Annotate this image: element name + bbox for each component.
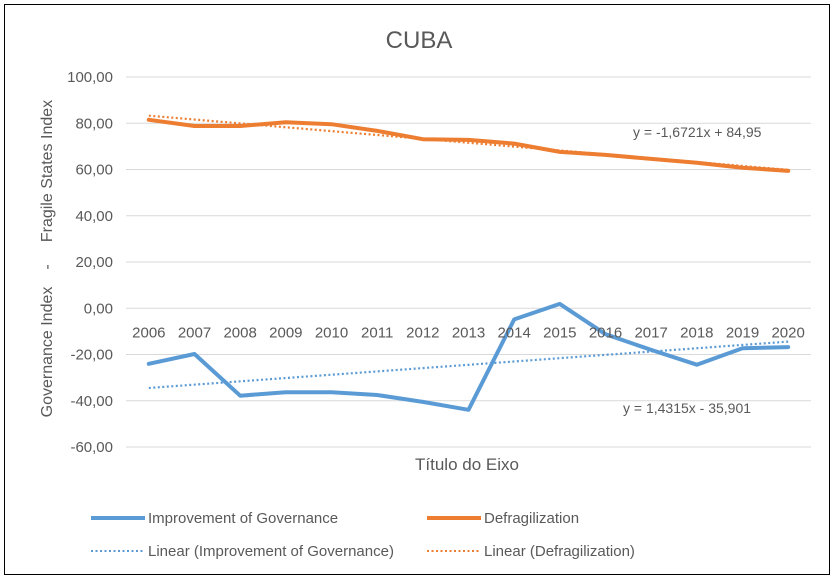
x-tick-label: 2020	[771, 324, 804, 341]
y-tick-label: -20,00	[70, 347, 113, 364]
legend-item-governance[interactable]: Improvement of Governance	[91, 510, 338, 527]
x-tick-label: 2011	[361, 324, 393, 341]
x-tick-label: 2006	[132, 324, 165, 341]
legend-item-linear-defragilization[interactable]: Linear (Defragilization)	[427, 543, 635, 560]
x-tick-label: 2018	[680, 324, 713, 341]
series-line	[146, 301, 791, 412]
y-tick-labels: -60,00 -40,00 -20,00 0,00 20,00 40,00 60,00 80,…	[67, 69, 113, 456]
chart-svg: -60,00 -40,00 -20,00 0,00 20,00 40,00 60,00 80,…	[39, 27, 811, 560]
legend-item-defragilization[interactable]: Defragilization	[427, 510, 579, 527]
trend-equation-governance: y = 1,4315x - 35,901	[623, 400, 751, 416]
y-axis-label: Governance Index - Fragile States Index	[39, 100, 56, 418]
y-tick-label: 20,00	[75, 254, 113, 271]
x-tick-label: 2012	[406, 324, 439, 341]
legend-item-linear-governance[interactable]: Linear (Improvement of Governance)	[91, 543, 394, 560]
x-tick-labels: 2006 2007 2008 2009 2010 2011 2012 2013 2014 2015…	[132, 324, 805, 341]
x-tick-label: 2007	[178, 324, 211, 341]
y-tick-label: 0,00	[84, 300, 113, 317]
x-axis-label: Título do Eixo	[415, 455, 519, 474]
legend-label-defragilization: Defragilization	[484, 510, 579, 527]
chart-title: CUBA	[386, 27, 453, 54]
trend-equation-defragilization: y = -1,6721x + 84,95	[633, 124, 762, 140]
y-axis-label-fragile: Fragile States Index	[39, 100, 56, 242]
y-tick-label: -60,00	[70, 439, 113, 456]
trendline	[148, 340, 789, 390]
legend: Improvement of Governance Defragilizatio…	[91, 510, 635, 560]
x-tick-label: 2009	[269, 324, 302, 341]
y-tick-label: 60,00	[75, 162, 113, 179]
y-tick-label: 40,00	[75, 208, 113, 225]
trendline	[148, 114, 789, 171]
legend-label-governance: Improvement of Governance	[148, 510, 338, 527]
x-tick-label: 2014	[497, 324, 530, 341]
series-line	[146, 117, 791, 173]
x-tick-label: 2016	[589, 324, 622, 341]
trendlines	[148, 114, 789, 390]
y-axis-label-governance: Governance Index	[39, 287, 56, 418]
y-tick-label: 100,00	[67, 69, 113, 86]
legend-label-linear-governance: Linear (Improvement of Governance)	[148, 543, 394, 560]
x-tick-label: 2015	[543, 324, 576, 341]
x-tick-label: 2013	[452, 324, 485, 341]
series-lines	[146, 117, 791, 412]
x-tick-label: 2008	[223, 324, 256, 341]
y-axis-label-separator: -	[39, 264, 56, 269]
x-tick-label: 2010	[315, 324, 348, 341]
legend-label-linear-defragilization: Linear (Defragilization)	[484, 543, 635, 560]
chart-frame: -60,00 -40,00 -20,00 0,00 20,00 40,00 60,00 80,…	[4, 4, 830, 575]
y-tick-label: 80,00	[75, 115, 113, 132]
y-tick-label: -40,00	[70, 393, 113, 410]
gridlines	[126, 76, 811, 448]
x-tick-label: 2017	[634, 324, 667, 341]
x-tick-label: 2019	[726, 324, 759, 341]
